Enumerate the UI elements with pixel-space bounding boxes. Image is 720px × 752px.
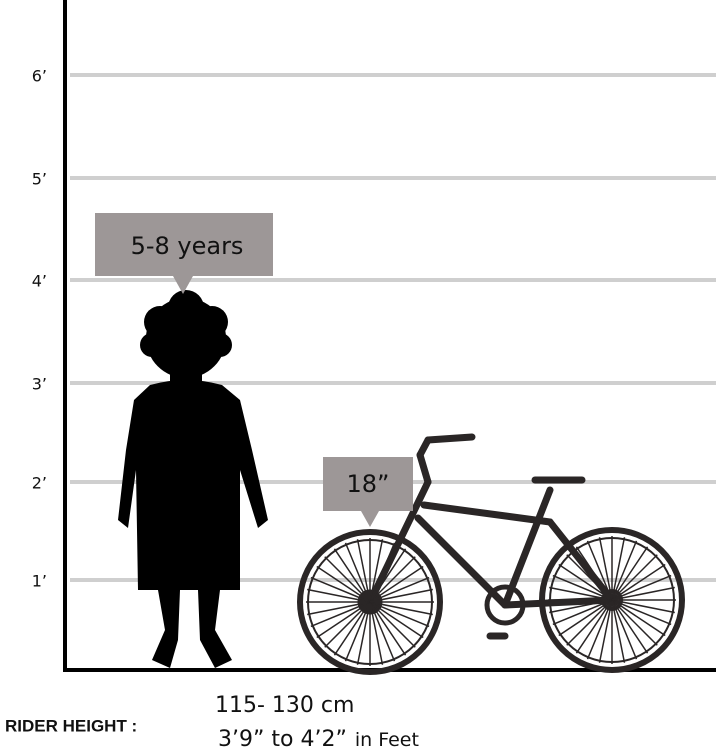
spoke xyxy=(369,601,430,628)
height-label: 1’ xyxy=(32,572,47,591)
spoke xyxy=(611,599,649,654)
spoke xyxy=(611,554,658,601)
spoke xyxy=(344,601,371,662)
spoke xyxy=(369,588,433,603)
spoke xyxy=(369,539,384,603)
spoke xyxy=(316,565,371,603)
wheel-text: 18” xyxy=(347,470,390,498)
spoke xyxy=(549,586,613,601)
height-feet-line: 3’9” to 4’2” in Feet xyxy=(218,727,419,752)
spoke xyxy=(611,599,666,637)
spoke xyxy=(611,537,626,601)
spoke xyxy=(558,599,613,637)
spoke xyxy=(566,554,613,601)
spoke xyxy=(586,599,613,660)
spoke xyxy=(369,601,416,648)
spoke xyxy=(611,599,672,626)
spoke xyxy=(552,574,613,601)
spoke xyxy=(586,540,613,601)
height-label: 5’ xyxy=(32,170,47,189)
age-callout: 5-8 years xyxy=(95,213,273,294)
spoke xyxy=(369,548,407,603)
spoke xyxy=(575,546,613,601)
spoke xyxy=(611,599,638,660)
spoke xyxy=(333,601,371,656)
spoke xyxy=(369,576,430,603)
wheel-callout: 18” xyxy=(323,457,413,527)
spoke xyxy=(549,599,613,614)
spoke xyxy=(344,542,371,603)
spoke xyxy=(558,563,613,601)
age-text: 5-8 years xyxy=(131,232,244,260)
spoke xyxy=(324,601,371,648)
spoke xyxy=(611,599,675,614)
spoke xyxy=(369,601,396,662)
spoke xyxy=(369,601,433,616)
spoke xyxy=(310,576,371,603)
spoke xyxy=(611,540,638,601)
spoke xyxy=(369,601,424,639)
height-label: 4’ xyxy=(32,272,47,291)
spoke xyxy=(356,539,371,603)
spoke xyxy=(307,601,371,616)
height-feet: 3’9” to 4’2” xyxy=(218,727,347,752)
spoke xyxy=(356,601,371,665)
spoke xyxy=(575,599,613,654)
height-label: 6’ xyxy=(32,67,47,86)
height-unit: in Feet xyxy=(355,729,419,751)
spoke xyxy=(611,586,675,601)
spoke xyxy=(552,599,613,626)
spoke xyxy=(369,601,407,656)
rider-height-label: RIDER HEIGHT : xyxy=(5,716,137,735)
spoke xyxy=(611,574,672,601)
spoke xyxy=(598,599,613,663)
spoke xyxy=(611,563,666,601)
spoke xyxy=(324,556,371,603)
spoke xyxy=(369,565,424,603)
height-cm: 115- 130 cm xyxy=(215,693,354,718)
spoke xyxy=(369,556,416,603)
spoke xyxy=(611,599,658,646)
spoke xyxy=(598,537,613,601)
spoke xyxy=(333,548,371,603)
spoke xyxy=(316,601,371,639)
spoke xyxy=(307,588,371,603)
spoke xyxy=(566,599,613,646)
child-silhouette xyxy=(118,290,268,668)
spoke xyxy=(310,601,371,628)
bicycle xyxy=(297,433,685,675)
height-label: 3’ xyxy=(32,375,47,394)
spoke xyxy=(611,599,626,663)
spoke xyxy=(369,542,396,603)
spoke xyxy=(369,601,384,665)
spoke xyxy=(611,546,649,601)
height-label: 2’ xyxy=(32,474,47,493)
